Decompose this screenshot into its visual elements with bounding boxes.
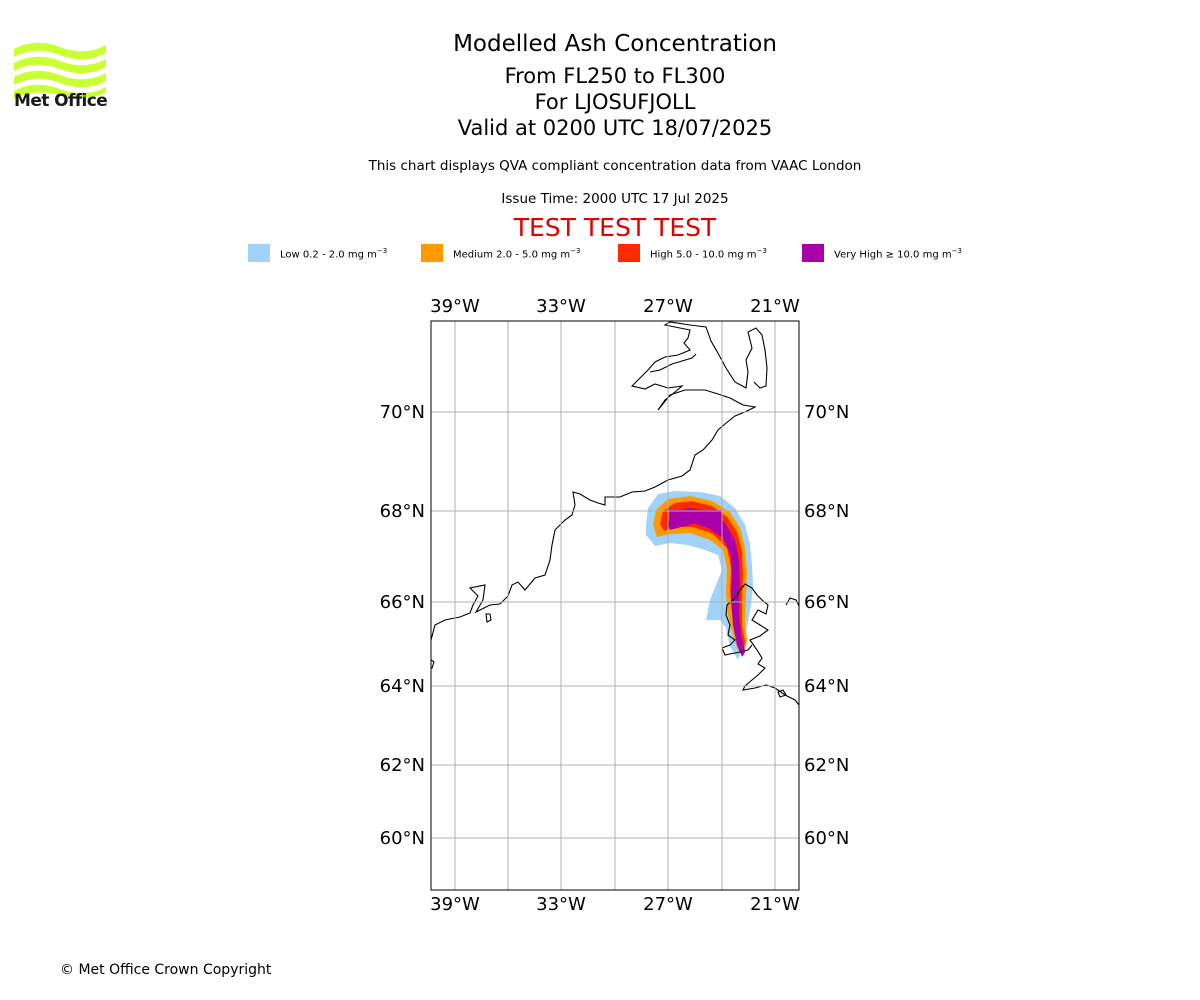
chart-title: Modelled Ash Concentration — [453, 31, 777, 57]
legend-label-low: Low 0.2 - 2.0 mg m — [280, 249, 377, 261]
lon-label-top-33w: 33°W — [536, 296, 586, 317]
iceland-south-coast — [721, 644, 753, 656]
westman-island — [777, 689, 787, 698]
lon-label-bottom-33w: 33°W — [536, 894, 586, 915]
lat-label-left-70n: 70°N — [380, 402, 425, 423]
lon-label-bottom-39w: 39°W — [430, 894, 480, 915]
map-frame — [430, 320, 800, 891]
lat-label-left-68n: 68°N — [380, 501, 425, 522]
volcano-name: For LJOSUFJOLL — [534, 90, 696, 114]
iceland-coast — [721, 583, 799, 706]
lon-label-top-39w: 39°W — [430, 296, 480, 317]
copyright-notice: © Met Office Crown Copyright — [60, 962, 272, 978]
greenland-island — [485, 613, 492, 623]
lon-labels-bottom: 39°W 33°W 27°W 21°W — [430, 894, 800, 915]
lat-labels-left: 70°N 68°N 66°N 64°N 62°N 60°N — [380, 402, 425, 849]
ash-high-area — [660, 501, 745, 656]
lon-labels-top: 39°W 33°W 27°W 21°W — [430, 296, 800, 317]
lat-label-left-66n: 66°N — [380, 592, 425, 613]
lon-label-top-21w: 21°W — [750, 296, 800, 317]
valid-time: Valid at 0200 UTC 18/07/2025 — [457, 116, 773, 140]
lat-label-left-62n: 62°N — [380, 755, 425, 776]
greenland-coast-inlet — [649, 353, 697, 373]
chart-description: This chart displays QVA compliant concen… — [368, 158, 862, 174]
ash-plume — [646, 491, 753, 660]
lat-label-left-60n: 60°N — [380, 828, 425, 849]
issue-time: Issue Time: 2000 UTC 17 Jul 2025 — [501, 191, 729, 207]
lat-label-right-62n: 62°N — [804, 755, 849, 776]
lon-label-bottom-21w: 21°W — [750, 894, 800, 915]
legend-swatch-very-high — [802, 244, 824, 262]
lon-label-bottom-27w: 27°W — [643, 894, 693, 915]
test-banner: TEST TEST TEST — [513, 213, 717, 242]
graticule — [431, 321, 799, 890]
legend-label-very-high: Very High ≥ 10.0 mg m — [834, 249, 952, 261]
met-office-logo-waves — [14, 42, 106, 99]
flight-level-range: From FL250 to FL300 — [504, 64, 726, 88]
greenland-coast — [431, 321, 768, 641]
legend-swatch-low — [248, 244, 270, 262]
lon-label-top-27w: 27°W — [643, 296, 693, 317]
legend-swatch-medium — [421, 244, 443, 262]
legend-label-high: High 5.0 - 10.0 mg m — [650, 249, 757, 261]
legend-swatch-high — [618, 244, 640, 262]
lat-labels-right: 70°N 68°N 66°N 64°N 62°N 60°N — [804, 402, 849, 849]
lat-label-right-60n: 60°N — [804, 828, 849, 849]
lat-label-right-70n: 70°N — [804, 402, 849, 423]
lat-label-right-64n: 64°N — [804, 676, 849, 697]
lat-label-right-66n: 66°N — [804, 592, 849, 613]
lat-label-left-64n: 64°N — [380, 676, 425, 697]
met-office-wordmark: Met Office — [14, 91, 108, 111]
lat-label-right-68n: 68°N — [804, 501, 849, 522]
ash-very-high-inner — [670, 510, 722, 530]
legend-label-medium: Medium 2.0 - 5.0 mg m — [453, 249, 571, 261]
